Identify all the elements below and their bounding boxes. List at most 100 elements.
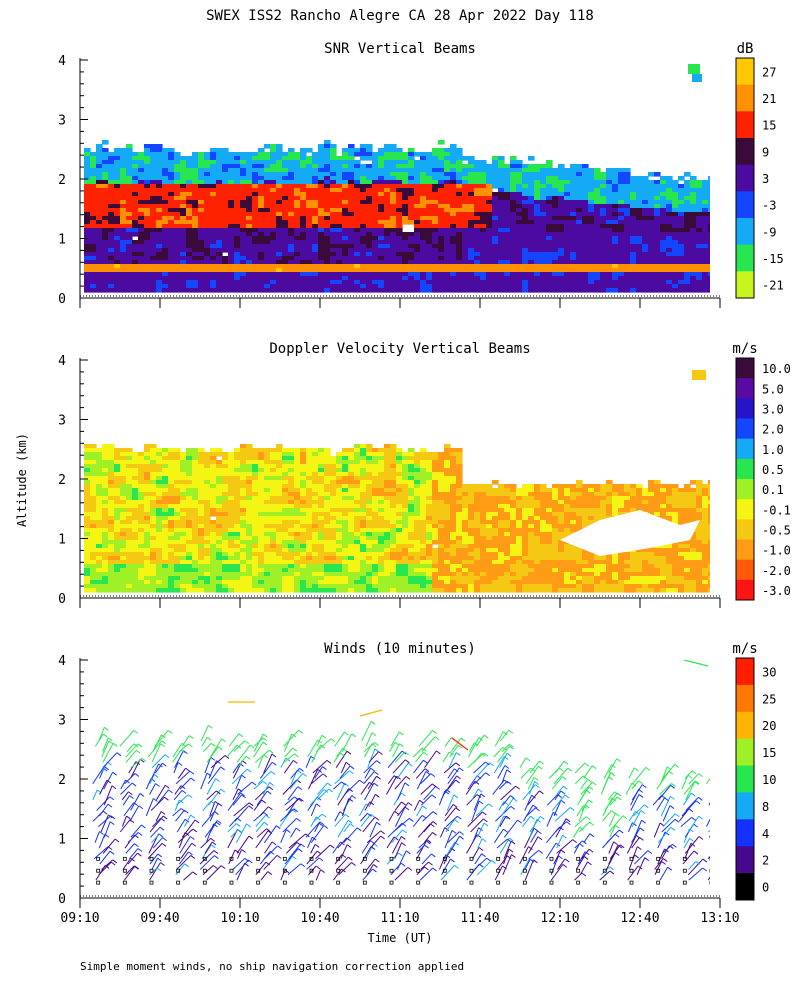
snr-cell	[450, 268, 457, 273]
doppler-cell	[276, 552, 283, 557]
snr-cell	[276, 180, 283, 185]
doppler-cell	[246, 560, 253, 565]
doppler-cell	[294, 572, 301, 577]
doppler-cell	[306, 548, 313, 553]
snr-cell	[210, 164, 217, 169]
snr-cell	[246, 192, 253, 197]
snr-cell	[90, 248, 97, 253]
doppler-cell	[270, 464, 277, 469]
snr-cell	[204, 200, 211, 205]
snr-cell	[450, 232, 457, 237]
snr-cell	[450, 164, 457, 169]
snr-cell	[354, 284, 361, 289]
snr-cell	[456, 248, 463, 253]
snr-cell	[258, 212, 265, 217]
snr-cell	[306, 272, 313, 277]
doppler-cell	[282, 492, 289, 497]
doppler-cell	[144, 528, 151, 533]
doppler-cell	[228, 464, 235, 469]
snr-cell	[294, 244, 301, 249]
doppler-cell	[150, 556, 157, 561]
doppler-cell	[252, 520, 259, 525]
snr-cell	[336, 232, 343, 237]
snr-cell	[282, 276, 289, 281]
doppler-cell	[174, 496, 181, 501]
doppler-cell	[276, 500, 283, 505]
snr-cell	[330, 188, 337, 193]
snr-cell	[204, 276, 211, 281]
snr-cell	[276, 236, 283, 241]
snr-cell	[282, 220, 289, 225]
snr-cell	[258, 236, 265, 241]
snr-cell	[354, 224, 361, 229]
snr-cell	[354, 256, 361, 261]
snr-cell	[516, 268, 523, 273]
snr-cell	[378, 188, 385, 193]
snr-cell	[594, 184, 601, 189]
snr-cell	[456, 152, 463, 157]
snr-cell	[258, 168, 265, 173]
snr-cell	[528, 268, 535, 273]
snr-cell	[342, 184, 349, 189]
snr-cell	[456, 216, 463, 221]
snr-cell	[198, 260, 205, 265]
snr-cell	[552, 256, 559, 261]
doppler-cell	[198, 544, 205, 549]
snr-cell	[300, 220, 307, 225]
snr-cell	[90, 176, 97, 181]
snr-cell	[336, 184, 343, 189]
snr-cell	[492, 244, 499, 249]
snr-cell	[552, 284, 559, 289]
snr-cell	[708, 256, 710, 261]
snr-cell	[402, 256, 409, 261]
snr-cell	[564, 200, 571, 205]
doppler-cell	[162, 540, 169, 545]
snr-cell	[144, 204, 151, 209]
snr-cell	[312, 180, 319, 185]
snr-cell	[354, 228, 361, 233]
doppler-cell	[270, 472, 277, 477]
snr-cell	[576, 188, 583, 193]
snr-cell	[216, 168, 223, 173]
snr-cell	[402, 268, 409, 273]
doppler-cell	[264, 536, 271, 541]
doppler-cell	[180, 516, 187, 521]
snr-cell	[342, 208, 349, 213]
snr-cell	[294, 152, 301, 157]
snr-cell	[312, 200, 319, 205]
snr-cell	[672, 248, 679, 253]
doppler-cell	[270, 460, 277, 465]
doppler-cell	[96, 520, 103, 525]
snr-cell	[540, 200, 547, 205]
doppler-cell	[222, 452, 229, 457]
doppler-cell	[240, 584, 247, 589]
doppler-cell	[258, 496, 265, 501]
snr-cell	[114, 260, 121, 265]
snr-cell	[198, 272, 205, 277]
snr-cell	[318, 276, 325, 281]
snr-cell	[102, 152, 109, 157]
snr-cell	[402, 160, 409, 165]
snr-cell	[336, 280, 343, 285]
snr-cell	[390, 264, 397, 269]
snr-cell	[450, 192, 457, 197]
snr-cell	[510, 196, 517, 201]
snr-cell	[102, 264, 109, 269]
snr-cell	[270, 244, 277, 249]
doppler-cell	[84, 460, 91, 465]
snr-cell	[198, 212, 205, 217]
snr-cell	[444, 280, 451, 285]
doppler-cell	[186, 476, 193, 481]
snr-cell	[276, 260, 283, 265]
snr-cell	[168, 228, 175, 233]
doppler-cell	[294, 532, 301, 537]
snr-cell	[240, 196, 247, 201]
doppler-cell	[144, 500, 151, 505]
snr-cell	[558, 280, 565, 285]
snr-cell	[102, 204, 109, 209]
doppler-cell	[138, 588, 145, 593]
snr-cell	[120, 180, 127, 185]
doppler-cell	[132, 508, 139, 513]
snr-cell	[276, 192, 283, 197]
snr-cell	[690, 196, 697, 201]
